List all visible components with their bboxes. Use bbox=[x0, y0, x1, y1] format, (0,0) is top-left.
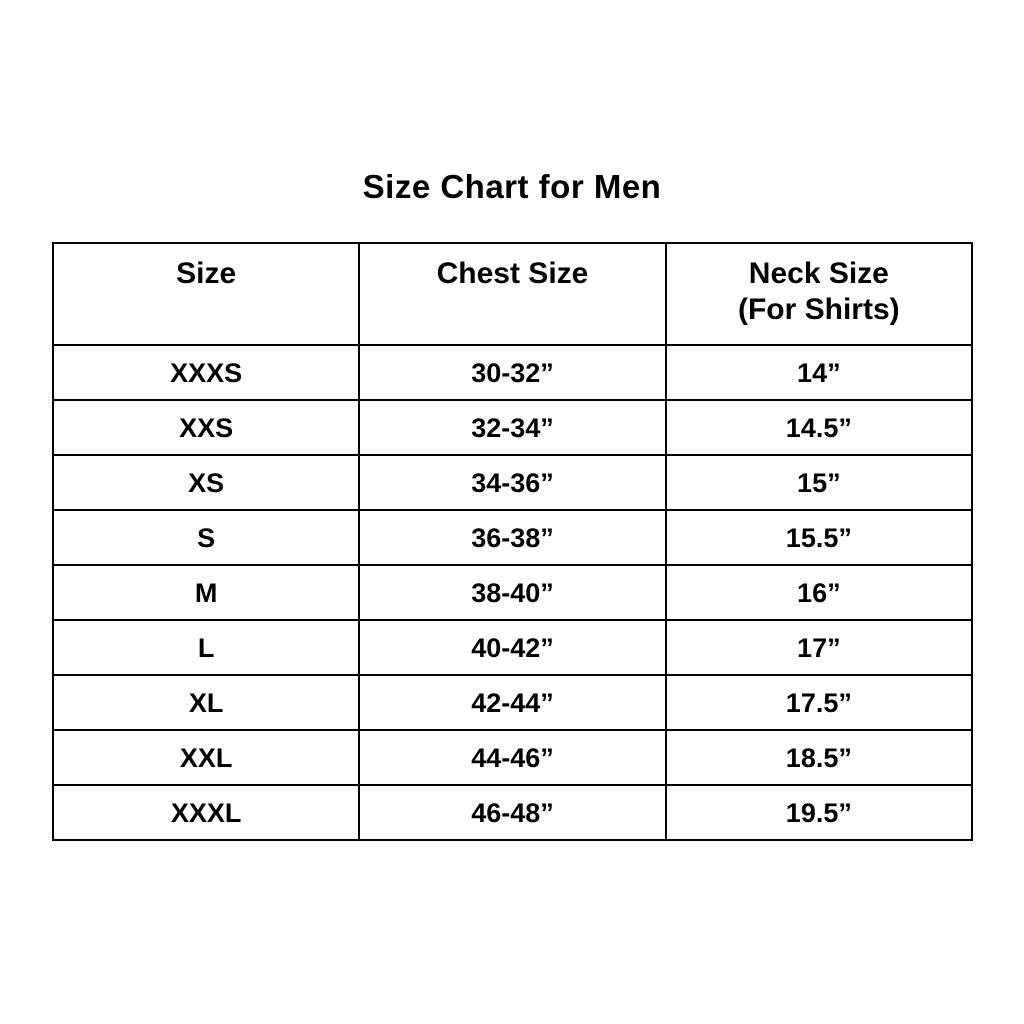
table-row: XXL 44-46” 18.5” bbox=[51, 729, 974, 786]
table-row: XL 42-44” 17.5” bbox=[51, 674, 974, 731]
chest-size-cell: 38-40” bbox=[358, 564, 667, 621]
chest-size-cell: 40-42” bbox=[358, 619, 667, 676]
neck-size-cell: 14.5” bbox=[664, 399, 974, 456]
table-row: XXXS 30-32” 14” bbox=[51, 344, 974, 401]
chest-size-column-header: Chest Size bbox=[358, 242, 667, 346]
table-row: L 40-42” 17” bbox=[51, 619, 974, 676]
chest-size-cell: 44-46” bbox=[358, 729, 667, 786]
chest-size-cell: 36-38” bbox=[358, 509, 667, 566]
chest-size-cell: 30-32” bbox=[358, 344, 667, 401]
size-cell: XS bbox=[51, 454, 361, 511]
neck-size-cell: 14” bbox=[664, 344, 974, 401]
size-cell: M bbox=[51, 564, 361, 621]
size-cell: XXL bbox=[51, 729, 361, 786]
table-header: Size Chest Size Neck Size (For Shirts) bbox=[51, 242, 974, 346]
table-body: XXXS 30-32” 14” XXS 32-34” 14.5” XS 34-36” 15” S 3… bbox=[51, 344, 974, 841]
size-cell: XL bbox=[51, 674, 361, 731]
chest-size-cell: 32-34” bbox=[358, 399, 667, 456]
size-chart-table: Size Chest Size Neck Size (For Shirts) XXX… bbox=[51, 242, 974, 841]
neck-size-cell: 19.5” bbox=[664, 784, 974, 841]
size-cell: L bbox=[51, 619, 361, 676]
size-cell: XXXS bbox=[51, 344, 361, 401]
chest-size-cell: 46-48” bbox=[358, 784, 667, 841]
size-cell: S bbox=[51, 509, 361, 566]
size-cell: XXS bbox=[51, 399, 361, 456]
neck-size-cell: 15” bbox=[664, 454, 974, 511]
chest-size-cell: 34-36” bbox=[358, 454, 667, 511]
neck-size-cell: 18.5” bbox=[664, 729, 974, 786]
size-cell: XXXL bbox=[51, 784, 361, 841]
table-row: M 38-40” 16” bbox=[51, 564, 974, 621]
table-row: S 36-38” 15.5” bbox=[51, 509, 974, 566]
neck-size-cell: 15.5” bbox=[664, 509, 974, 566]
page-title: Size Chart for Men bbox=[362, 168, 662, 205]
header-row: Size Chest Size Neck Size (For Shirts) bbox=[51, 242, 974, 346]
neck-size-column-header: Neck Size (For Shirts) bbox=[664, 242, 974, 346]
neck-size-cell: 17.5” bbox=[664, 674, 974, 731]
size-column-header: Size bbox=[51, 242, 361, 346]
neck-size-cell: 16” bbox=[664, 564, 974, 621]
table-row: XXS 32-34” 14.5” bbox=[51, 399, 974, 456]
table-row: XS 34-36” 15” bbox=[51, 454, 974, 511]
neck-size-cell: 17” bbox=[664, 619, 974, 676]
chest-size-cell: 42-44” bbox=[358, 674, 667, 731]
table-row: XXXL 46-48” 19.5” bbox=[51, 784, 974, 841]
